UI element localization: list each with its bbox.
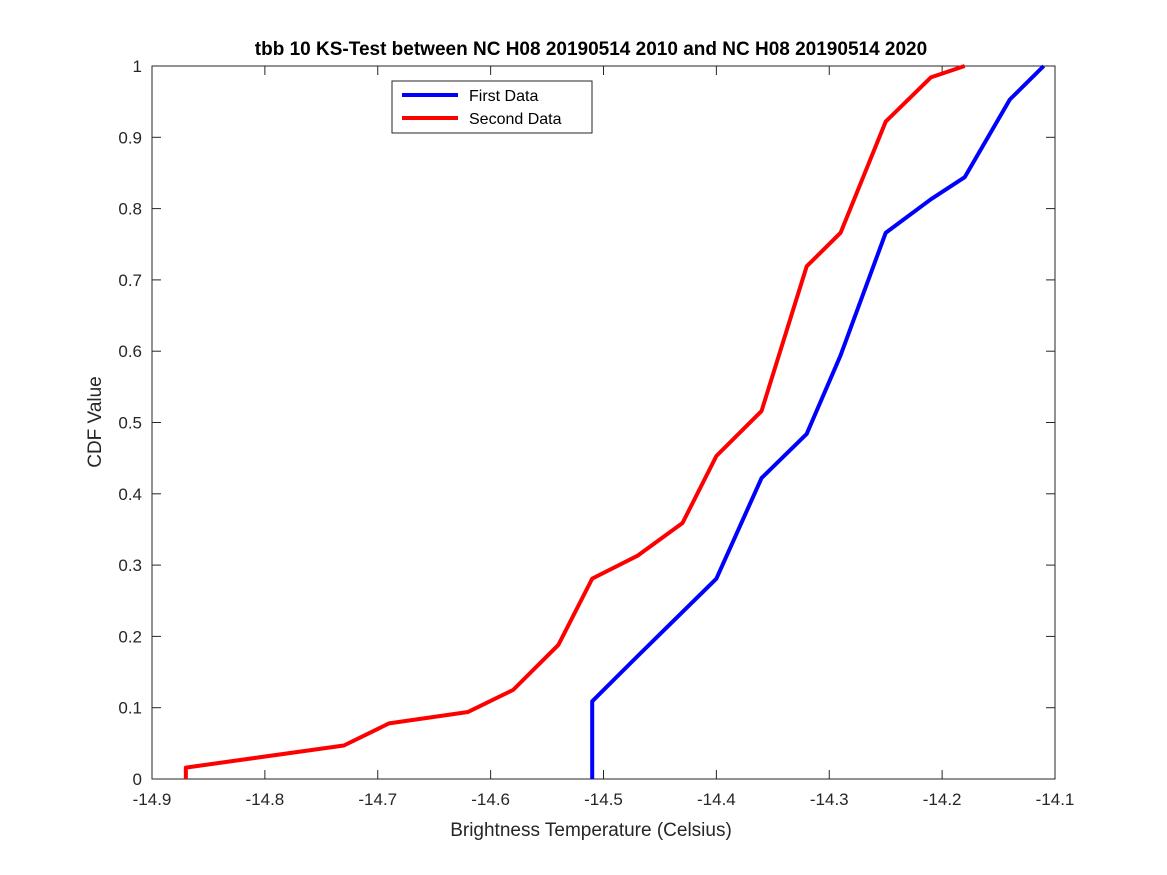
- y-axis-label: CDF Value: [85, 376, 106, 468]
- x-tick-label: -14.1: [1036, 790, 1075, 809]
- y-tick-label: 0.6: [118, 342, 142, 361]
- series-line-first-data: [590, 64, 1046, 779]
- x-tick-label: -14.9: [133, 790, 172, 809]
- x-tick-label: -14.8: [246, 790, 285, 809]
- chart-title: tbb 10 KS-Test between NC H08 20190514 2…: [255, 39, 927, 60]
- y-tick-label: 0.9: [118, 128, 142, 147]
- x-tick-label: -14.7: [358, 790, 397, 809]
- y-tick-label: 1: [133, 57, 142, 76]
- y-tick-label: 0.7: [118, 271, 142, 290]
- x-tick-label: -14.3: [810, 790, 849, 809]
- series-line-second-data: [183, 64, 966, 779]
- y-tick-label: 0.4: [118, 485, 142, 504]
- x-tick-label: -14.6: [471, 790, 510, 809]
- y-tick-label: 0.8: [118, 200, 142, 219]
- legend-label: First Data: [469, 88, 538, 105]
- y-tick-label: 0.2: [118, 627, 142, 646]
- y-tick-label: 0.5: [118, 414, 142, 433]
- x-tick-label: -14.5: [584, 790, 623, 809]
- axes-box: [151, 65, 1056, 780]
- x-tick-label: -14.4: [697, 790, 736, 809]
- legend-label: Second Data: [469, 111, 562, 128]
- legend-box: [391, 80, 593, 134]
- plot-area: -14.9 -14.8 -14.7 -14.6 -14.5 -14.4 -14.3 -14.2…: [118, 57, 1074, 809]
- y-tick-label: 0.3: [118, 556, 142, 575]
- y-tick-label: 0: [133, 770, 142, 789]
- x-axis-label: Brightness Temperature (Celsius): [450, 820, 732, 841]
- x-tick-label: -14.2: [923, 790, 962, 809]
- y-tick-label: 0.1: [118, 699, 142, 718]
